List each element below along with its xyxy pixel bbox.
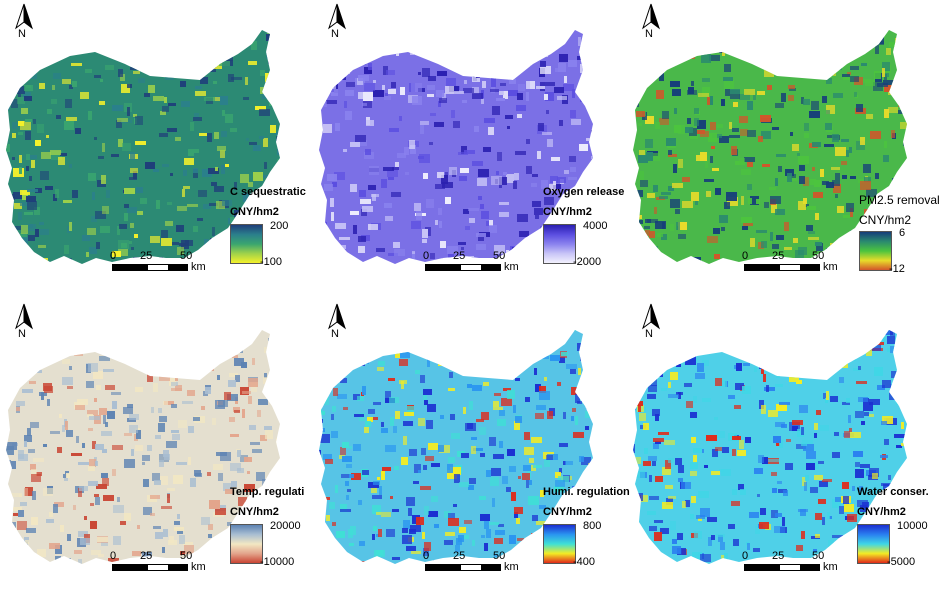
scale-tick-50: 50: [180, 550, 193, 562]
scale-tick-50: 50: [493, 550, 506, 562]
scale-segment: [744, 564, 780, 571]
north-arrow-icon: N: [12, 302, 36, 344]
legend-color-ramp: [543, 224, 576, 264]
legend-max-value: 10000: [897, 520, 928, 532]
scale-tick-50: 50: [493, 250, 506, 262]
north-arrow-icon: N: [12, 2, 36, 44]
legend-min-value: -400: [573, 556, 596, 568]
legend-max-value: 200: [270, 220, 289, 232]
scale-bar: 0 25 50 km: [742, 250, 852, 278]
legend-color-ramp: [230, 224, 263, 264]
legend-unit: CNY/hm2: [859, 213, 912, 227]
scale-tick-0: 0: [110, 250, 117, 262]
scale-unit: km: [191, 261, 206, 273]
scale-bar: 0 25 50 km: [110, 550, 220, 578]
scale-tick-50: 50: [812, 250, 825, 262]
scale-segment: [779, 564, 801, 571]
legend-color-ramp: [543, 524, 576, 564]
map-panel: N Oxygen release CNY/hm2 4000 -2000 0 25…: [313, 0, 626, 299]
north-arrow-icon: N: [325, 2, 349, 44]
scale-unit: km: [504, 561, 519, 573]
scale-tick-50: 50: [180, 250, 193, 262]
north-label: N: [331, 328, 339, 340]
legend-min-value: -2000: [573, 256, 602, 268]
map-panel: N C sequestratic CNY/hm2 200 -100 0 25 5…: [0, 0, 313, 299]
legend-title: PM2.5 removal: [859, 193, 940, 207]
scale-segment: [168, 564, 188, 571]
legend-max-value: 6: [899, 227, 906, 239]
scale-bar: 0 25 50 km: [423, 550, 533, 578]
scale-unit: km: [504, 261, 519, 273]
scale-bar: 0 25 50 km: [423, 250, 533, 278]
north-label: N: [645, 328, 653, 340]
legend-min-value: -10000: [260, 556, 295, 568]
legend-unit: CNY/hm2: [857, 506, 906, 518]
legend-max-value: 800: [583, 520, 602, 532]
north-arrow-icon: N: [639, 302, 663, 344]
scale-segment: [800, 564, 820, 571]
scale-segment: [481, 564, 501, 571]
scale-segment: [481, 264, 501, 271]
scale-segment: [779, 264, 801, 271]
scale-tick-0: 0: [423, 250, 430, 262]
legend-title: C sequestratic: [230, 186, 306, 198]
scale-segment: [425, 564, 461, 571]
legend-max-value: 4000: [583, 220, 608, 232]
legend-title: Water conser.: [857, 486, 929, 498]
scale-segment: [460, 564, 482, 571]
scale-segment: [112, 264, 148, 271]
legend-title: Temp. regulati: [230, 486, 305, 498]
scale-unit: km: [823, 561, 838, 573]
scale-segment: [147, 564, 169, 571]
scale-tick-0: 0: [742, 550, 749, 562]
scale-tick-25: 25: [453, 250, 466, 262]
legend-unit: CNY/hm2: [543, 506, 592, 518]
legend-max-value: 20000: [270, 520, 301, 532]
scale-segment: [460, 264, 482, 271]
scale-segment: [147, 264, 169, 271]
scale-tick-0: 0: [742, 250, 749, 262]
raster-map: [633, 30, 907, 264]
scale-segment: [112, 564, 148, 571]
legend-unit: CNY/hm2: [230, 506, 279, 518]
scale-segment: [168, 264, 188, 271]
map-panel: N PM2.5 removal CNY/hm2 6 -12 0 25 50 km: [627, 0, 940, 299]
north-label: N: [331, 28, 339, 40]
legend-min-value: -12: [889, 263, 905, 275]
scale-tick-0: 0: [423, 550, 430, 562]
map-panel: N Temp. regulati CNY/hm2 20000 -10000 0 …: [0, 300, 313, 599]
north-label: N: [645, 28, 653, 40]
legend-title: Oxygen release: [543, 186, 625, 198]
scale-segment: [425, 264, 461, 271]
scale-tick-25: 25: [140, 250, 153, 262]
legend-title: Humi. regulation: [543, 486, 630, 498]
legend-unit: CNY/hm2: [230, 206, 279, 218]
scale-unit: km: [823, 261, 838, 273]
scale-bar: 0 25 50 km: [110, 250, 220, 278]
scale-tick-50: 50: [812, 550, 825, 562]
legend-unit: CNY/hm2: [543, 206, 592, 218]
scale-unit: km: [191, 561, 206, 573]
scale-tick-0: 0: [110, 550, 117, 562]
map-panel: N Humi. regulation CNY/hm2 800 -400 0 25…: [313, 300, 630, 599]
scale-tick-25: 25: [772, 250, 785, 262]
legend-min-value: -5000: [887, 556, 916, 568]
scale-segment: [744, 264, 780, 271]
north-arrow-icon: N: [325, 302, 349, 344]
scale-bar: 0 25 50 km: [742, 550, 852, 578]
legend-color-ramp: [230, 524, 263, 564]
raster-map: [6, 30, 280, 264]
legend-color-ramp: [857, 524, 890, 564]
legend-color-ramp: [859, 231, 892, 271]
scale-segment: [800, 264, 820, 271]
scale-tick-25: 25: [140, 550, 153, 562]
legend-min-value: -100: [260, 256, 283, 268]
north-label: N: [18, 328, 26, 340]
scale-tick-25: 25: [453, 550, 466, 562]
north-label: N: [18, 28, 26, 40]
north-arrow-icon: N: [639, 2, 663, 44]
raster-map: [6, 330, 280, 564]
scale-tick-25: 25: [772, 550, 785, 562]
map-panel: N Water conser. CNY/hm2 10000 -5000 0 25…: [627, 300, 940, 599]
